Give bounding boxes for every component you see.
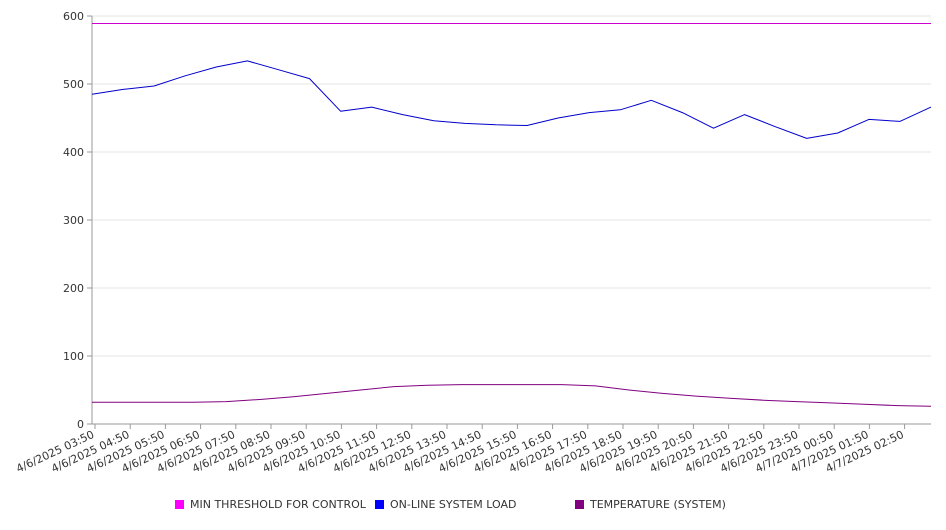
y-axis-ticks: 0 100 200 300 400 500 600 [63, 10, 92, 431]
legend-swatch-min-threshold [175, 500, 184, 509]
y-tick-label: 500 [63, 78, 84, 91]
y-tick-label: 100 [63, 350, 84, 363]
x-axis-ticks: 4/6/2025 03:504/6/2025 04:504/6/2025 05:… [14, 424, 906, 475]
legend-swatch-online-system-load [375, 500, 384, 509]
legend: MIN THRESHOLD FOR CONTROL ON-LINE SYSTEM… [0, 498, 946, 514]
grid [92, 15, 931, 357]
legend-item-online-system-load: ON-LINE SYSTEM LOAD [375, 498, 516, 511]
series [91, 23, 932, 407]
y-tick-label: 300 [63, 214, 84, 227]
y-tick-label: 200 [63, 282, 84, 295]
y-tick-label: 0 [77, 418, 84, 431]
legend-label-min-threshold: MIN THRESHOLD FOR CONTROL [190, 498, 366, 511]
legend-item-temperature: TEMPERATURE (SYSTEM) [575, 498, 726, 511]
legend-swatch-temperature [575, 500, 584, 509]
legend-item-min-threshold: MIN THRESHOLD FOR CONTROL [175, 498, 366, 511]
legend-label-online-system-load: ON-LINE SYSTEM LOAD [390, 498, 517, 511]
y-tick-label: 600 [63, 10, 84, 23]
y-tick-label: 400 [63, 146, 84, 159]
series-line-2 [92, 384, 932, 407]
legend-label-temperature: TEMPERATURE (SYSTEM) [590, 498, 726, 511]
series-line-1 [91, 60, 932, 139]
